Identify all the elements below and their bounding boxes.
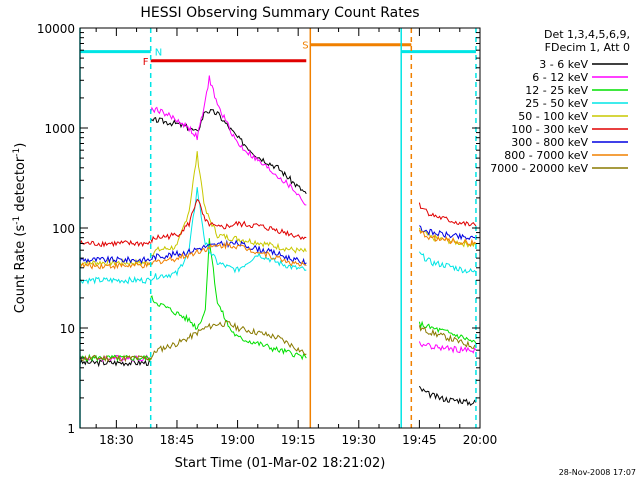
series-7000-20000-kev-segment-1 — [150, 320, 307, 361]
legend-label-7000-20000-kev: 7000 - 20000 keV — [490, 162, 588, 175]
y-tick-label-1000: 1000 — [44, 122, 75, 136]
series-3-6-kev-segment-1 — [150, 109, 307, 195]
series-12-25-kev — [79, 238, 477, 362]
series-100-300-kev-segment-0 — [79, 239, 152, 248]
flag-n-label: N — [155, 48, 162, 59]
y-tick-label-10000: 10000 — [37, 22, 75, 36]
x-tick-label-18-45: 18:45 — [160, 433, 195, 447]
y-tick-label-10: 10 — [60, 322, 75, 336]
series-800-7000-kev-segment-2 — [418, 229, 477, 247]
series-100-300-kev-segment-1 — [150, 198, 307, 244]
series-25-50-kev-segment-1 — [150, 187, 307, 281]
x-axis-label: Start Time (01-Mar-02 18:21:02) — [175, 456, 386, 471]
series-6-12-kev — [79, 75, 477, 363]
x-tick-label-19-15: 19:15 — [281, 433, 316, 447]
legend-label-6-12-kev: 6 - 12 keV — [532, 71, 588, 84]
timestamp: 28-Nov-2008 17:07 — [559, 468, 636, 477]
y-axis-label-main: Count Rate (s — [13, 225, 28, 314]
chart-title: HESSI Observing Summary Count Rates — [140, 5, 419, 21]
series-800-7000-kev-segment-0 — [79, 261, 152, 270]
series-100-300-kev-segment-2 — [418, 202, 477, 227]
series-300-800-kev — [79, 225, 477, 266]
series-7000-20000-kev — [79, 320, 477, 363]
series-50-100-kev — [79, 151, 477, 267]
legend-label-25-50-kev: 25 - 50 keV — [525, 97, 588, 110]
series-300-800-kev-segment-1 — [150, 239, 307, 266]
legend-header-line-1: Det 1,3,4,5,6,9, — [544, 28, 630, 41]
series-800-7000-kev-segment-1 — [150, 241, 307, 267]
flag-f-label: F — [143, 57, 149, 68]
series-7000-20000-kev-segment-0 — [79, 354, 151, 363]
series-7000-20000-kev-segment-2 — [418, 325, 477, 349]
y-axis-label-sup1: -1 — [12, 216, 22, 225]
legend-label-3-6-kev: 3 - 6 keV — [539, 58, 588, 71]
series-300-800-kev-segment-2 — [419, 225, 477, 241]
flags-layer: NF S — [80, 41, 476, 68]
flag-s-label: S — [302, 41, 308, 52]
series-12-25-kev-segment-2 — [418, 320, 477, 344]
series-800-7000-kev — [79, 229, 477, 270]
series-300-800-kev-segment-0 — [79, 255, 151, 265]
plot-frame — [79, 27, 481, 429]
series-25-50-kev-segment-2 — [418, 251, 477, 274]
y-axis-ticks: 1 10 100 1000 10000 — [37, 22, 480, 436]
y-axis-label-mid: detector — [13, 156, 28, 216]
series-6-12-kev-segment-2 — [418, 341, 477, 354]
legend-header-line-2: FDecim 1, Att 0 — [545, 41, 630, 54]
series-12-25-kev-segment-0 — [79, 353, 152, 362]
series-100-300-kev — [79, 198, 477, 248]
y-axis-label-end: ) — [13, 143, 28, 148]
legend: Det 1,3,4,5,6,9, FDecim 1, Att 0 3 - 6 k… — [490, 28, 630, 175]
x-tick-label-19-30: 19:30 — [341, 433, 376, 447]
y-axis-label: Count Rate (s-1 detector-1) — [12, 143, 28, 314]
series-6-12-kev-segment-1 — [150, 75, 307, 206]
y-axis-label-sup2: -1 — [12, 148, 22, 157]
x-tick-label-20-00: 20:00 — [463, 433, 498, 447]
legend-label-300-800-kev: 300 - 800 keV — [511, 136, 588, 149]
series-25-50-kev-segment-0 — [79, 275, 151, 285]
legend-label-50-100-kev: 50 - 100 keV — [518, 110, 588, 123]
legend-label-12-25-kev: 12 - 25 keV — [525, 84, 588, 97]
series-50-100-kev-segment-1 — [150, 151, 307, 257]
legend-label-100-300-kev: 100 - 300 keV — [511, 123, 588, 136]
x-tick-label-19-00: 19:00 — [220, 433, 255, 447]
y-tick-label-1: 1 — [67, 422, 75, 436]
y-tick-label-100: 100 — [52, 222, 75, 236]
x-axis-ticks: 18:30 18:45 19:00 19:15 19:30 19:45 20:00 — [95, 28, 498, 447]
series-layer — [79, 75, 477, 407]
legend-label-800-7000-kev: 800 - 7000 keV — [504, 149, 588, 162]
x-tick-label-18-30: 18:30 — [99, 433, 134, 447]
event-lines-layer — [79, 28, 477, 428]
series-12-25-kev-segment-1 — [150, 238, 307, 361]
series-3-6-kev-segment-2 — [418, 385, 477, 407]
series-3-6-kev-segment-0 — [79, 358, 152, 368]
series-25-50-kev — [79, 187, 477, 285]
x-tick-label-19-45: 19:45 — [402, 433, 437, 447]
